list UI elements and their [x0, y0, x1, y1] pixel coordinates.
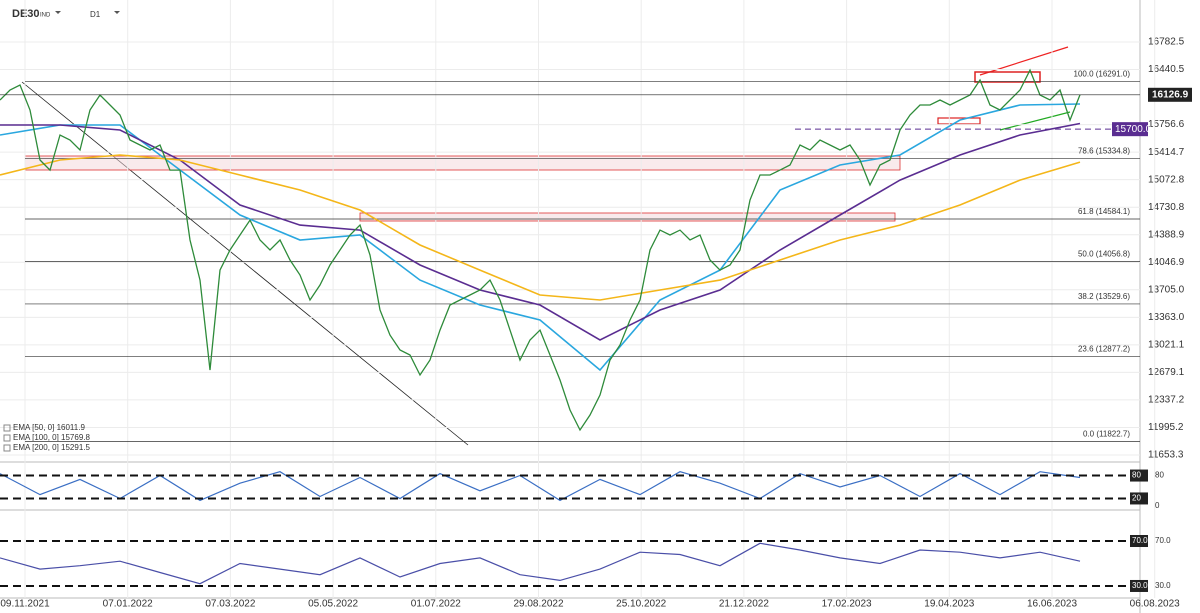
x-tick-label: 07.01.2022 [103, 599, 153, 610]
y-tick-label: 0 [1155, 501, 1160, 510]
fib-label: 78.6 (15334.8) [1078, 147, 1130, 156]
symbol: DE30 [12, 8, 40, 20]
fib-label: 0.0 (11822.7) [1083, 429, 1130, 438]
y-tick-label: 11995.2 [1148, 422, 1184, 433]
level-label: 30.0 [1132, 581, 1148, 590]
y-tick-label: 80 [1155, 471, 1164, 480]
fib-label: 38.2 (13529.6) [1078, 292, 1130, 301]
y-tick-label: 14046.9 [1148, 257, 1185, 268]
legend-label: EMA [50, 0] 16011.9 [13, 423, 85, 432]
zone [974, 71, 1041, 83]
rsi-line [0, 542, 1081, 585]
level-box [1112, 122, 1148, 137]
fib-label: 61.8 (14584.1) [1078, 207, 1130, 216]
x-tick-label: 25.10.2022 [616, 599, 666, 610]
y-tick-label: 30.0 [1155, 581, 1171, 590]
legend-icon [3, 424, 11, 432]
level-label: 80 [1132, 471, 1141, 480]
level-label: 15700.0 [1115, 124, 1152, 135]
trend-line [999, 111, 1071, 131]
ema-line [0, 154, 1081, 301]
zone [937, 117, 981, 125]
trend-line [979, 46, 1069, 76]
x-tick-label: 29.08.2022 [513, 599, 563, 610]
x-tick-label: 06.08.2023 [1130, 599, 1180, 610]
y-tick-label: 11653.3 [1148, 450, 1184, 461]
annotations [21, 46, 1071, 446]
x-tick-label: 16.06.2023 [1027, 599, 1077, 610]
symbol-type: IND [40, 13, 51, 19]
legend-label: EMA [100, 0] 15769.8 [13, 433, 90, 442]
current-price-box [1148, 87, 1192, 102]
level-box [1130, 579, 1148, 592]
x-tick-label: 05.05.2022 [308, 599, 358, 610]
x-tick-label: 19.04.2023 [924, 599, 974, 610]
legend-label: EMA [200, 0] 15291.5 [13, 443, 90, 452]
zone [359, 212, 896, 222]
x-tick-label: 17.02.2023 [822, 599, 872, 610]
y-tick-label: 14730.8 [1148, 202, 1185, 213]
level-box [1130, 492, 1148, 505]
y-tick-label: 15414.7 [1148, 147, 1185, 158]
fib-label: 50.0 (14056.8) [1078, 250, 1130, 259]
price-line [0, 68, 1081, 432]
y-tick-label: 16440.5 [1148, 64, 1185, 75]
level-box [1130, 469, 1148, 482]
y-tick-label: 15756.6 [1148, 119, 1185, 130]
dropdown-arrow[interactable] [114, 11, 120, 14]
dropdown-arrow[interactable] [55, 11, 61, 14]
level-label: 20 [1132, 494, 1141, 503]
legend-icon [3, 434, 11, 442]
y-tick-label: 13021.1 [1148, 340, 1185, 351]
level-label: 70.0 [1132, 536, 1148, 545]
legend-icon [3, 444, 11, 452]
y-tick-label: 70.0 [1155, 536, 1171, 545]
y-tick-label: 12679.1 [1148, 367, 1185, 378]
y-tick-label: 13363.0 [1148, 312, 1185, 323]
fib-label: 23.6 (12877.2) [1078, 345, 1130, 354]
y-tick-label: 15072.8 [1148, 174, 1185, 185]
x-tick-label: 21.12.2022 [719, 599, 769, 610]
x-tick-label: 01.07.2022 [411, 599, 461, 610]
timeframe: D1 [90, 10, 101, 19]
fib-label: 100.0 (16291.0) [1074, 70, 1131, 79]
x-tick-label: 09.11.2021 [0, 599, 50, 610]
y-tick-label: 16782.5 [1148, 37, 1185, 48]
x-tick-label: 07.03.2022 [205, 599, 255, 610]
trend-line [21, 81, 469, 446]
current-price-label: 16126.9 [1152, 89, 1189, 100]
level-box [1130, 535, 1148, 548]
y-tick-label: 13705.0 [1148, 284, 1185, 295]
y-tick-label: 14388.9 [1148, 229, 1185, 240]
stochastic-line [0, 471, 1081, 502]
y-tick-label: 12337.2 [1148, 395, 1185, 406]
